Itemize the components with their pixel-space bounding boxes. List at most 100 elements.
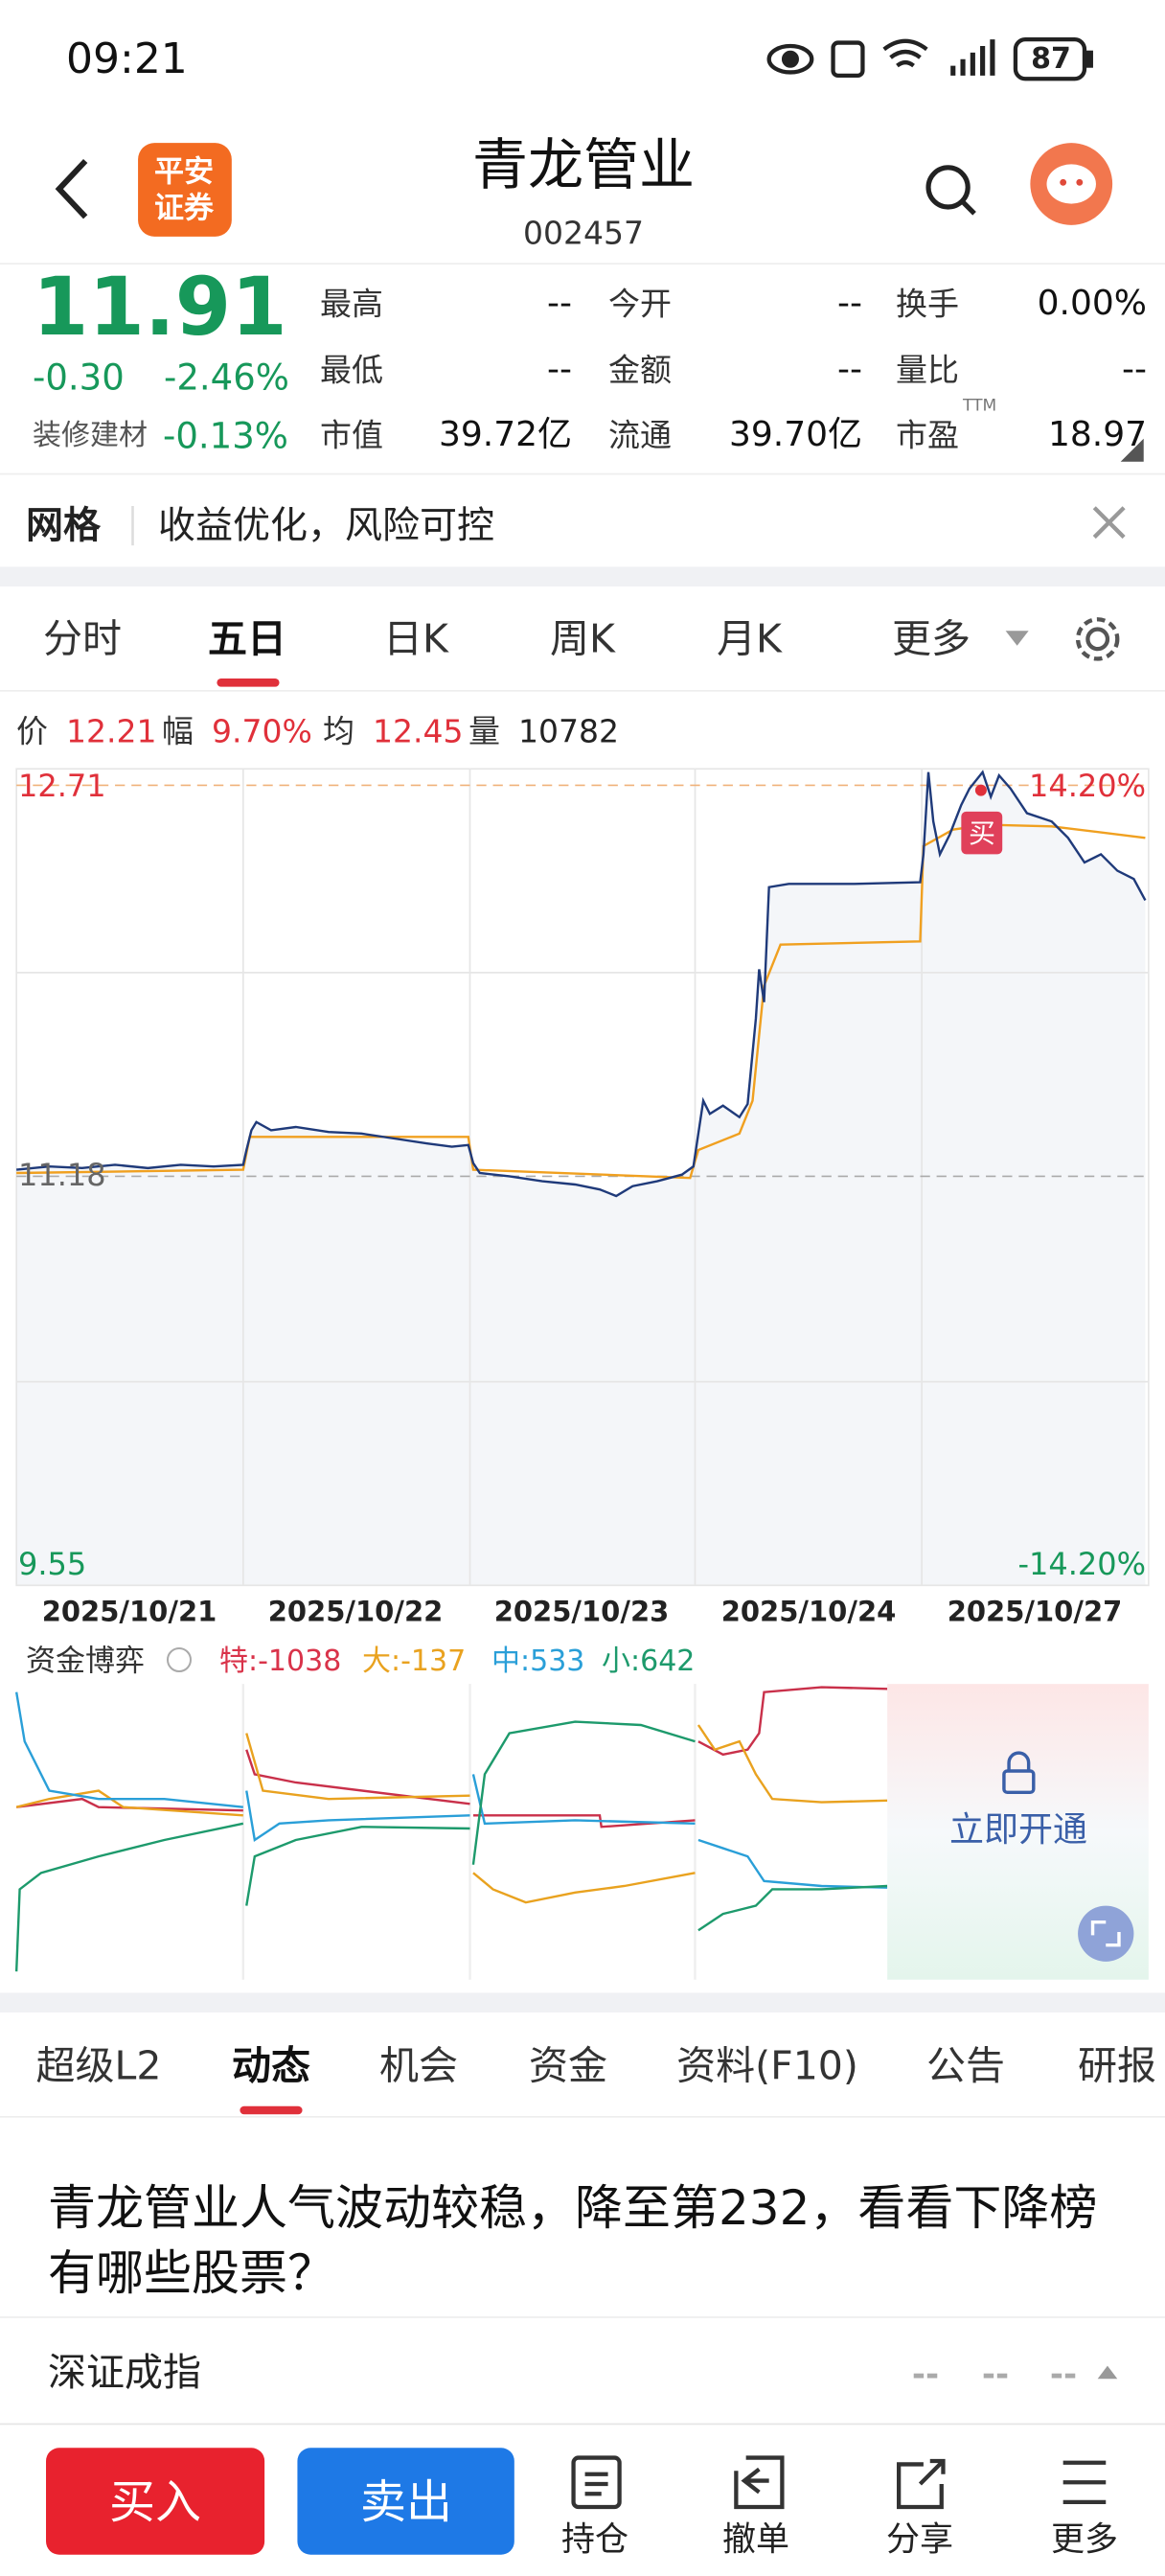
info-value: 12.21 [66,712,157,750]
action-label[interactable]: 撤单 [721,2520,790,2560]
broker-logo [138,143,232,237]
stock-name: 青龙管业 [471,132,696,197]
fund-line-medium [14,1691,888,1889]
expand-corner[interactable] [1120,438,1144,462]
gap [0,566,1165,586]
detail-tab[interactable]: 动态 [232,2042,310,2089]
stat-label: 流通 [608,416,672,454]
stat-label: 换手 [896,285,959,323]
sell-button[interactable] [297,2448,514,2555]
info-label: 幅 [162,712,194,750]
fund-chart [14,1684,1149,1980]
info-label: 均 [323,712,354,750]
chart-tab[interactable]: 分时 [43,615,122,662]
chart-tab[interactable]: 五日 [208,615,286,662]
unlock-link[interactable]: 立即开通 [948,1810,1088,1850]
fullscreen-button[interactable] [1078,1905,1134,1962]
stat-label: 最高 [320,285,383,323]
close-button[interactable] [1092,506,1126,540]
buy-dot [974,784,987,796]
logo-line: 平安 [154,154,214,190]
info-icon[interactable] [167,1647,192,1672]
price-area [16,771,1146,1586]
top-pct: 14.20% [1028,768,1146,804]
action-label[interactable]: 分享 [885,2520,954,2560]
divider [0,263,1165,264]
index-value: -- [1049,2356,1078,2394]
divider [0,2116,1165,2118]
logo-line: 证券 [154,191,214,226]
stat-value: -- [547,350,572,389]
fund-title: 资金博弈 [26,1644,145,1679]
tab-indicator [240,2105,303,2115]
fund-line-large [15,1724,888,1904]
divider [0,472,1165,475]
back-button[interactable] [55,158,88,219]
separator [131,506,134,546]
divider [0,2423,1165,2426]
buy-label[interactable]: 买入 [108,2475,202,2529]
stat-label: 量比 [896,351,959,389]
price-line [16,770,1147,1198]
detail-tab[interactable]: 机会 [379,2042,458,2089]
index-value: -- [981,2356,1010,2394]
stat-label: 今开 [608,285,672,323]
stat-label: 市盈 [896,416,959,454]
more-arrow[interactable] [1005,631,1029,646]
banner-text[interactable]: 收益优化，风险可控 [158,504,495,548]
date-label: 2025/10/23 [493,1595,670,1628]
detail-tab[interactable]: 资料(F10) [676,2042,858,2089]
index-name: 深证成指 [48,2351,201,2395]
bottom-pct: -14.20% [1017,1546,1146,1582]
chart-tab[interactable]: 日K [383,615,448,662]
change: -0.30 [33,356,125,399]
detail-tab[interactable]: 超级L2 [35,2042,162,2089]
stat-label: 金额 [608,351,672,389]
info-value: 12.45 [373,712,464,750]
stat-value: 39.72亿 [438,415,572,454]
buy-marker [961,811,1003,855]
search-button[interactable] [925,165,976,216]
stat-value: -- [837,284,862,323]
chart-tab[interactable]: 更多 [892,615,971,662]
settings-button[interactable] [1075,617,1120,661]
chart-tab[interactable]: 月K [717,615,782,662]
fund-item: 特:-1038 [219,1644,342,1678]
date-label: 2025/10/27 [947,1595,1123,1628]
status-icons [766,37,1093,81]
news-headline[interactable]: 青龙管业人气波动较稳，降至第232，看看下降榜有哪些股票？ [48,2180,1098,2301]
detail-tab[interactable]: 研报 [1078,2042,1156,2089]
divider [0,2316,1165,2318]
buy-button[interactable] [46,2448,265,2555]
top-price: 12.71 [18,768,106,804]
info-label: 量 [468,712,500,750]
banner-tag: 网格 [26,504,102,548]
sell-label[interactable]: 卖出 [359,2475,453,2529]
stat-label: 市值 [320,416,383,454]
fund-item: 大:-137 [362,1644,467,1678]
stat-value: 18.97 [1047,415,1147,454]
stock-code: 002457 [523,214,644,252]
change-pct: -2.46% [164,356,289,399]
action-label[interactable]: 更多 [1050,2520,1119,2560]
price-chart [15,768,1150,1587]
action-label[interactable]: 持仓 [560,2520,629,2560]
info-value: 9.70% [212,712,312,750]
stat-value: -- [547,284,572,323]
index-arrow[interactable] [1097,2365,1118,2380]
detail-tab[interactable]: 公告 [926,2042,1005,2089]
date-label: 2025/10/21 [41,1595,217,1628]
stat-value: -- [837,350,862,389]
status-time: 09:21 [66,34,188,83]
stat-sup: TTM [963,396,997,416]
chart-tab[interactable]: 周K [550,615,615,662]
avatar-button[interactable] [1030,143,1113,225]
buy-marker-label: 买 [968,817,996,849]
tab-indicator [217,678,280,687]
detail-tab[interactable]: 资金 [529,2042,607,2089]
lock-icon [1002,1751,1036,1794]
price: 11.91 [33,260,287,354]
info-label: 价 [16,712,48,750]
